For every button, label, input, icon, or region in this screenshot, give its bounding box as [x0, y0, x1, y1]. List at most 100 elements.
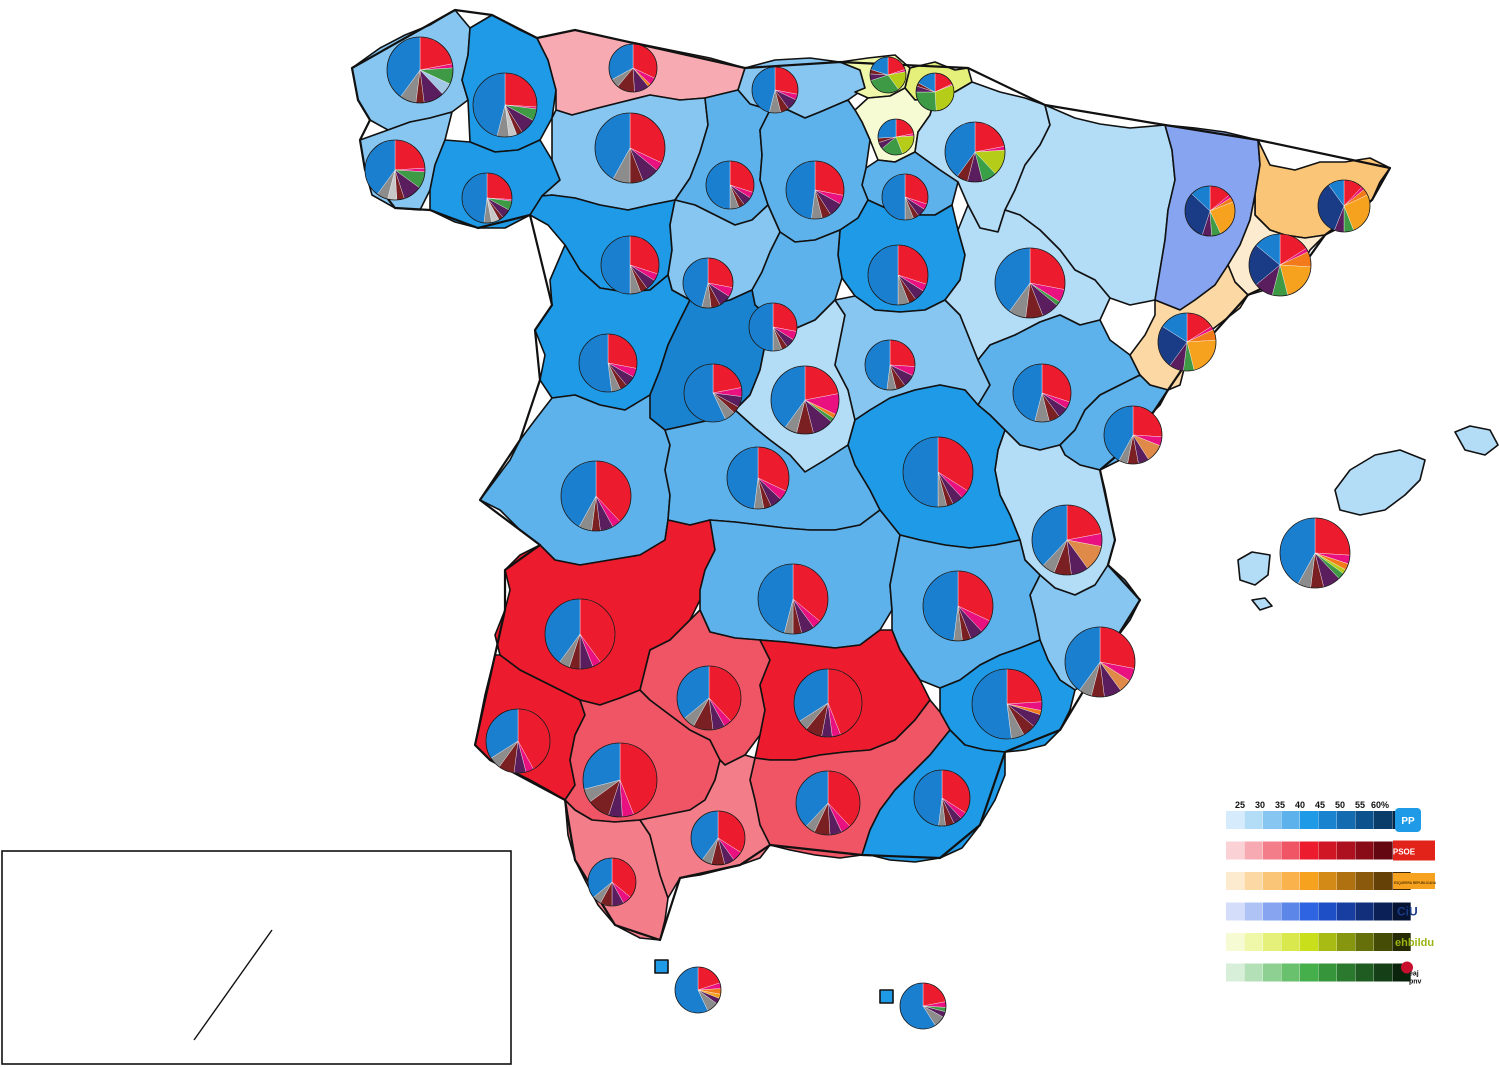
legend-swatch [1244, 841, 1263, 860]
pie-border [461, 172, 513, 224]
pie-border [587, 857, 637, 907]
legend-swatch [1392, 933, 1411, 951]
legend-threshold-label: 50 [1335, 800, 1345, 810]
legend-swatch [1374, 872, 1393, 890]
legend-swatch [1244, 963, 1263, 982]
legend-swatch [1355, 841, 1374, 860]
pie-border [1279, 517, 1351, 589]
legend-swatch [1300, 902, 1319, 921]
legend-swatch [1318, 933, 1337, 951]
pie-border [785, 160, 845, 220]
pie-cadiz [587, 857, 637, 907]
legend-swatch [1281, 963, 1300, 982]
legend-swatch [1244, 811, 1263, 829]
pie-lleida [1184, 185, 1236, 237]
legend-swatch [1374, 841, 1393, 860]
pie-zaragoza [994, 247, 1066, 319]
legend-swatch [1263, 963, 1282, 982]
pie-salamanca [578, 333, 638, 393]
pnv-logo-text-2: pnv [1409, 979, 1422, 986]
legend: 25 30 35 40 45 50 55 60% PP PSOE ESQUERRA REPUBLIC… [1226, 800, 1437, 986]
party-logo-ciu: CiU [1397, 905, 1418, 919]
pie-jaen [793, 668, 863, 738]
pie-granada [795, 770, 861, 836]
legend-swatch [1337, 811, 1356, 829]
legend-swatch [1263, 933, 1282, 951]
pie-albacete [922, 570, 994, 642]
legend-swatch [1318, 963, 1337, 982]
pie-border [881, 173, 929, 221]
legend-swatch [1263, 811, 1282, 829]
pie-border [560, 460, 632, 532]
legend-swatch [1374, 963, 1393, 982]
pie-border [364, 139, 426, 201]
pie-lugo [472, 72, 538, 138]
pie-valencia [1031, 504, 1103, 576]
legend-swatch [1281, 933, 1300, 951]
pie-border [795, 770, 861, 836]
pie-soria [867, 244, 929, 306]
pie-alava [877, 118, 915, 156]
pie-sevilla [582, 742, 658, 818]
legend-threshold-label: 25 [1235, 800, 1245, 810]
legend-swatch [1300, 933, 1319, 951]
pie-border [899, 982, 947, 1030]
pie-border [922, 570, 994, 642]
legend-threshold-label: 35 [1275, 800, 1285, 810]
legend-swatch [1263, 872, 1282, 890]
pie-cuenca [902, 436, 974, 508]
pie-alicante [1064, 626, 1136, 698]
legend-swatch [1244, 902, 1263, 921]
pie-border [594, 112, 666, 184]
pie-border [690, 810, 746, 866]
province-melilla [879, 989, 894, 1004]
legend-swatch [1318, 811, 1337, 829]
pie-melilla [899, 982, 947, 1030]
pie-pontevedra [364, 139, 426, 201]
pie-murcia [971, 668, 1043, 740]
pie-slice-psoe [1314, 517, 1351, 556]
legend-row-psoe: PSOE [1226, 840, 1435, 861]
pie-border [1012, 363, 1072, 423]
pie-asturias [608, 43, 658, 93]
pie-border [757, 563, 829, 635]
legend-threshold-label: 40 [1295, 800, 1305, 810]
legend-swatch [1300, 811, 1319, 829]
legend-swatch [1281, 841, 1300, 860]
legend-swatch [1300, 841, 1319, 860]
pie-barcelona [1248, 233, 1312, 297]
ciu-logo-text: CiU [1397, 905, 1418, 919]
pie-madrid [770, 365, 840, 435]
pie-border [971, 668, 1043, 740]
party-logo-psoe: PSOE [1393, 840, 1435, 861]
province-illes-balears [1237, 425, 1499, 611]
legend-swatch [1263, 841, 1282, 860]
legend-swatch [1281, 872, 1300, 890]
legend-swatch [1374, 902, 1393, 921]
inset-frame [1, 850, 512, 1065]
pie-palencia [705, 160, 755, 210]
legend-swatch [1263, 902, 1282, 921]
pie-border [1031, 504, 1103, 576]
pie-zamora [600, 235, 660, 295]
legend-swatch [1337, 872, 1356, 890]
pie-gipuzkoa [915, 72, 955, 112]
legend-row-pp: PP [1226, 808, 1421, 832]
pie-navarra [944, 121, 1006, 183]
pie-border [600, 235, 660, 295]
legend-threshold-label: 55 [1355, 800, 1365, 810]
legend-swatch [1226, 872, 1245, 890]
pie-border [705, 160, 755, 210]
bildu-logo-text: ehbildu [1395, 937, 1434, 949]
pie-border [748, 302, 798, 352]
pie-border [676, 665, 742, 731]
legend-swatch [1337, 902, 1356, 921]
pie-border [877, 118, 915, 156]
pie-guadalajara [864, 339, 916, 391]
pie-border [913, 769, 971, 827]
pie-cantabria [751, 66, 799, 114]
pie-border [793, 668, 863, 738]
